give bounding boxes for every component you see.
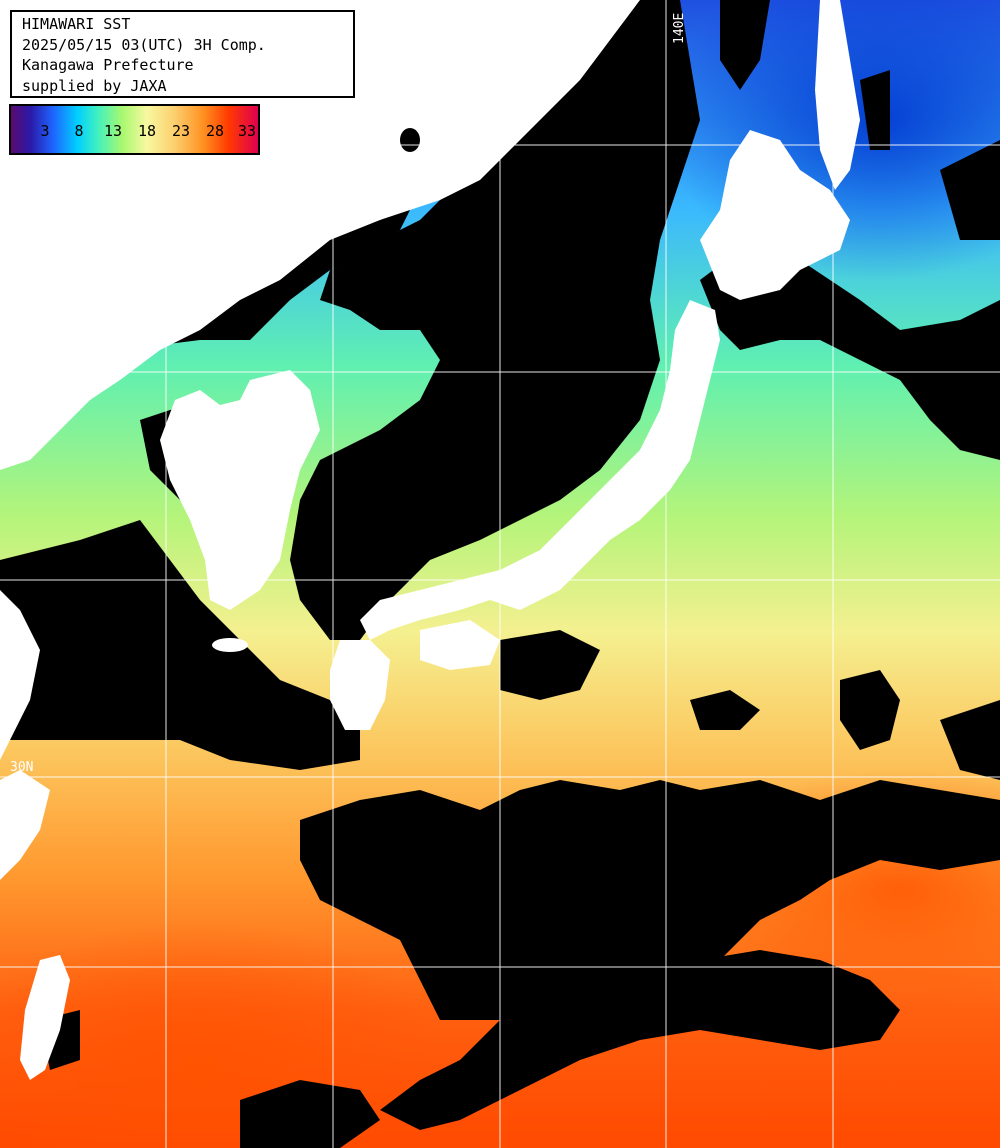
legend-tick: 23 bbox=[171, 122, 191, 140]
longitude-label-140e: 140E bbox=[672, 12, 687, 44]
title-box: HIMAWARI SST 2025/05/15 03(UTC) 3H Comp.… bbox=[10, 10, 355, 98]
title-datetime: 2025/05/15 03(UTC) 3H Comp. bbox=[22, 35, 266, 54]
title-product: HIMAWARI SST bbox=[22, 15, 131, 33]
color-scale-legend: 3 8 13 18 23 28 33 bbox=[9, 104, 260, 155]
legend-tick: 28 bbox=[205, 122, 225, 140]
legend-tick: 33 bbox=[237, 122, 257, 140]
latitude-label-40n: 40N bbox=[10, 354, 34, 369]
latitude-label-30n: 30N bbox=[10, 760, 34, 775]
title-region: Kanagawa Prefecture bbox=[22, 56, 194, 74]
legend-tick: 3 bbox=[40, 122, 50, 140]
legend-tick: 18 bbox=[137, 122, 157, 140]
legend-tick: 13 bbox=[103, 122, 123, 140]
legend-ticks: 3 8 13 18 23 28 33 bbox=[11, 122, 258, 142]
title-source: supplied by JAXA bbox=[22, 76, 167, 95]
legend-tick: 8 bbox=[74, 122, 84, 140]
